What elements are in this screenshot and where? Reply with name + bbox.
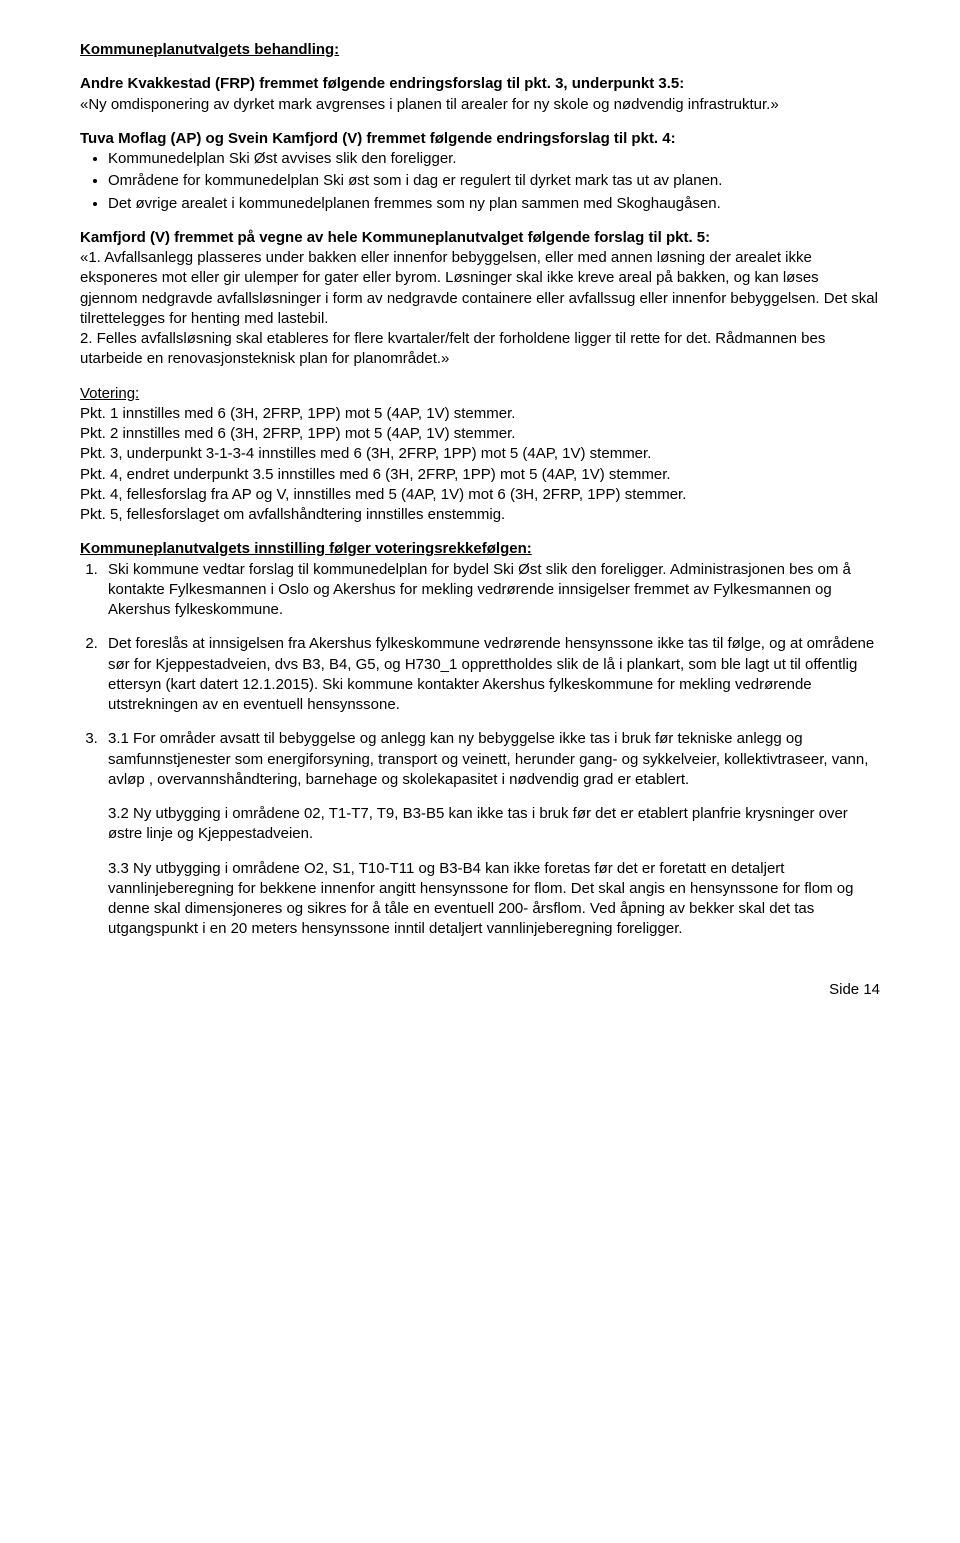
kamfjord-intro: Kamfjord (V) fremmet på vegne av hele Ko… bbox=[80, 229, 710, 246]
heading-behandling-text: Kommuneplanutvalgets behandling: bbox=[80, 41, 339, 58]
innstilling-title: Kommuneplanutvalgets innstilling følger … bbox=[80, 540, 532, 557]
innstilling-3-2: 3.2 Ny utbygging i områdene 02, T1-T7, T… bbox=[108, 804, 880, 845]
innstilling-item-2: Det foreslås at innsigelsen fra Akershus… bbox=[102, 634, 880, 715]
apv-bullet: Kommunedelplan Ski Øst avvises slik den … bbox=[108, 149, 880, 169]
innstilling-heading: Kommuneplanutvalgets innstilling følger … bbox=[80, 539, 880, 559]
innstilling-item-3: 3.1 For områder avsatt til bebyggelse og… bbox=[102, 729, 880, 790]
innstilling-item-1: Ski kommune vedtar forslag til kommunede… bbox=[102, 560, 880, 621]
votering-title: Votering: bbox=[80, 385, 139, 402]
votering-line: Pkt. 1 innstilles med 6 (3H, 2FRP, 1PP) … bbox=[80, 405, 515, 422]
votering-line: Pkt. 4, fellesforslag fra AP og V, innst… bbox=[80, 486, 686, 503]
votering-line: Pkt. 5, fellesforslaget om avfallshåndte… bbox=[80, 506, 505, 523]
kamfjord-proposal: Kamfjord (V) fremmet på vegne av hele Ko… bbox=[80, 228, 880, 370]
votering-line: Pkt. 2 innstilles med 6 (3H, 2FRP, 1PP) … bbox=[80, 425, 515, 442]
kamfjord-body-2: 2. Felles avfallsløsning skal etableres … bbox=[80, 330, 825, 367]
apv-bullet: Det øvrige arealet i kommunedelplanen fr… bbox=[108, 194, 880, 214]
kamfjord-body-1: «1. Avfallsanlegg plasseres under bakken… bbox=[80, 249, 878, 327]
apv-bullet: Områdene for kommunedelplan Ski øst som … bbox=[108, 171, 880, 191]
frp-intro: Andre Kvakkestad (FRP) fremmet følgende … bbox=[80, 75, 684, 92]
votering-block: Votering: Pkt. 1 innstilles med 6 (3H, 2… bbox=[80, 384, 880, 526]
innstilling-list: Ski kommune vedtar forslag til kommunede… bbox=[80, 560, 880, 791]
innstilling-3-3: 3.3 Ny utbygging i områdene O2, S1, T10-… bbox=[108, 859, 880, 940]
frp-proposal: Andre Kvakkestad (FRP) fremmet følgende … bbox=[80, 74, 880, 115]
votering-line: Pkt. 3, underpunkt 3-1-3-4 innstilles me… bbox=[80, 445, 651, 462]
heading-behandling: Kommuneplanutvalgets behandling: bbox=[80, 40, 880, 60]
frp-body: «Ny omdisponering av dyrket mark avgrens… bbox=[80, 96, 779, 113]
page-footer: Side 14 bbox=[80, 980, 880, 1000]
votering-line: Pkt. 4, endret underpunkt 3.5 innstilles… bbox=[80, 466, 671, 483]
innstilling-3-1: 3.1 For områder avsatt til bebyggelse og… bbox=[108, 730, 868, 788]
apv-bullet-list: Kommunedelplan Ski Øst avvises slik den … bbox=[80, 149, 880, 214]
document-page: Kommuneplanutvalgets behandling: Andre K… bbox=[0, 0, 960, 1040]
apv-intro: Tuva Moflag (AP) og Svein Kamfjord (V) f… bbox=[80, 129, 880, 149]
